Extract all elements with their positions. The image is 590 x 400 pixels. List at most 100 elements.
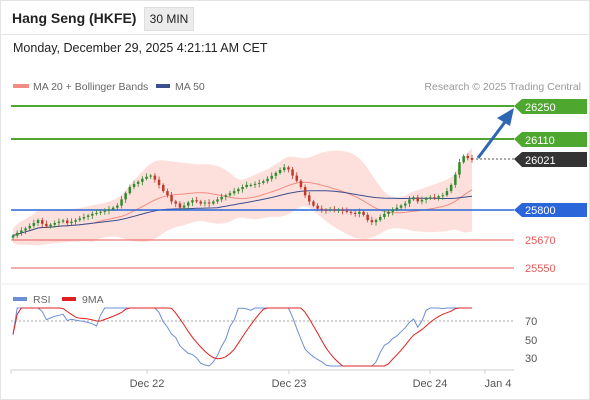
candle-body — [262, 181, 265, 183]
candle-body — [49, 224, 52, 227]
candle-body — [20, 230, 23, 233]
candle-body — [241, 187, 244, 190]
rsi-50-label: 50 — [525, 335, 537, 347]
candle-body — [345, 210, 349, 212]
candle-body — [278, 170, 282, 173]
candle-body — [78, 218, 81, 221]
tag-26021-label: 26021 — [525, 155, 556, 167]
candle-body — [82, 217, 86, 219]
candle-body — [470, 158, 474, 160]
candle-body — [149, 175, 152, 177]
candle-body — [395, 207, 399, 210]
credit-text: Research © 2025 Trading Central — [424, 81, 581, 93]
rsi-30-label: 30 — [525, 353, 537, 365]
ma50-line — [12, 190, 473, 237]
candle-body — [111, 207, 115, 210]
candle-body — [408, 199, 411, 204]
chart-datetime: Monday, December 29, 2025 4:21:11 AM CET — [13, 41, 268, 55]
candle-body — [445, 191, 449, 196]
candle-body — [333, 209, 336, 211]
candle-body — [162, 184, 165, 192]
x-tick-label-jan4: Jan 4 — [485, 378, 512, 390]
candle-body — [379, 217, 382, 221]
candle-body — [416, 197, 419, 202]
timeframe-button[interactable]: 30 MIN — [144, 7, 194, 31]
candle-body — [28, 225, 31, 229]
candle-body — [70, 221, 73, 224]
candle-body — [270, 175, 273, 179]
candle-body — [303, 187, 307, 196]
candle-body — [61, 220, 65, 222]
candle-body — [412, 197, 415, 200]
candle-body — [36, 220, 40, 223]
candle-body — [266, 178, 269, 182]
tag-25800-label: 25800 — [525, 205, 556, 217]
rsi-ma-line — [12, 307, 472, 367]
candle-body — [24, 228, 27, 231]
candle-body — [170, 195, 173, 202]
candle-body — [366, 214, 369, 221]
candle-body — [362, 211, 365, 215]
x-tick-label-dec22: Dec 22 — [130, 378, 165, 390]
candle-body — [107, 209, 111, 211]
candle-body — [370, 220, 374, 223]
moving-averages — [12, 181, 473, 237]
candle-body — [449, 184, 453, 192]
candle-body — [429, 197, 432, 199]
candle-body — [324, 209, 328, 211]
candle-body — [249, 184, 253, 186]
ma50-legend-label: MA 50 — [175, 81, 205, 93]
tag-26250-bg — [514, 99, 587, 114]
bollinger-band-fill — [13, 148, 472, 246]
candle-body — [316, 205, 319, 209]
candle-body — [91, 213, 94, 216]
chart-title: Hang Seng (HKFE) — [12, 10, 137, 26]
candle-body — [245, 184, 248, 187]
candle-body — [283, 167, 286, 171]
candle-body — [458, 162, 461, 175]
candle-body — [116, 205, 119, 208]
candle-body — [287, 167, 290, 170]
x-tick-label-dec23: Dec 23 — [272, 378, 307, 390]
candle-body — [274, 172, 278, 176]
candle-body — [228, 193, 232, 196]
tag-26021-bg — [514, 152, 587, 167]
tag-25800-bg — [514, 203, 587, 217]
ma20-legend-label: MA 20 + Bollinger Bands — [33, 81, 148, 93]
candle-body — [374, 220, 378, 223]
candles — [11, 153, 474, 240]
candle-body — [420, 199, 424, 202]
candle-body — [95, 212, 98, 214]
candle-body — [358, 211, 361, 214]
candle-body — [45, 223, 48, 227]
candle-body — [195, 200, 198, 202]
candle-body — [391, 209, 394, 212]
tag-26110-label: 26110 — [525, 135, 555, 147]
rsi-legend-swatch — [13, 297, 27, 301]
candle-body — [128, 187, 132, 194]
tag-25670-label: 25670 — [525, 235, 556, 247]
candle-body — [166, 191, 169, 196]
candle-body — [341, 209, 344, 211]
candle-body — [232, 191, 236, 194]
x-tick-label-dec24: Dec 24 — [413, 378, 448, 390]
candle-body — [383, 213, 386, 217]
candle-body — [237, 189, 240, 192]
rsi-legend-label: RSI — [33, 294, 51, 306]
ma50-legend-swatch — [156, 84, 170, 88]
candle-body — [424, 198, 428, 200]
candle-body — [258, 182, 261, 184]
candle-body — [182, 205, 186, 208]
candle-body — [299, 180, 303, 187]
tag-26250-label: 26250 — [525, 102, 556, 114]
candle-body — [187, 202, 190, 206]
projection-arrow-head — [497, 108, 514, 126]
candle-body — [462, 156, 465, 163]
rsi-ma-legend-swatch — [62, 297, 76, 301]
candle-body — [145, 176, 148, 179]
candle-body — [136, 181, 140, 184]
candle-body — [103, 210, 107, 212]
candle-body — [120, 199, 123, 206]
candle-body — [153, 175, 157, 180]
